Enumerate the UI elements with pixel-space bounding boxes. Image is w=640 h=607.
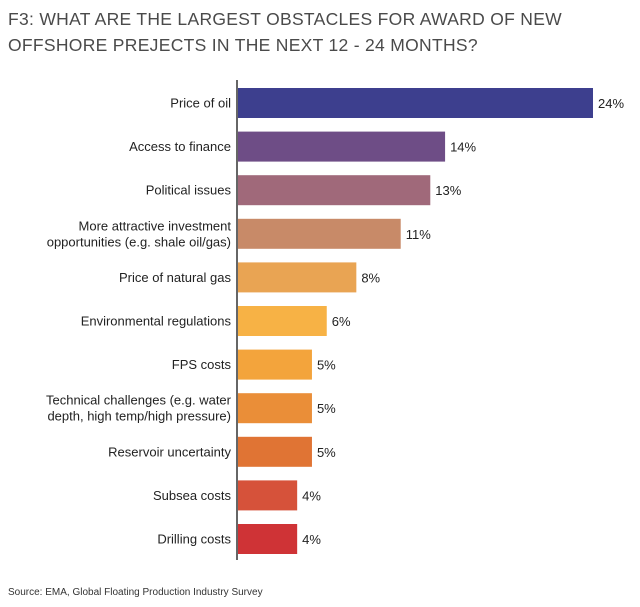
bar-4 — [238, 262, 357, 293]
value-label-9: 4% — [302, 488, 321, 503]
value-label-8: 5% — [317, 445, 336, 460]
value-label-10: 4% — [302, 532, 321, 547]
bar-5 — [238, 306, 327, 336]
category-label-8-line-0: Reservoir uncertainty — [108, 444, 231, 459]
category-label-4-line-0: Price of natural gas — [119, 270, 232, 285]
bar-9 — [238, 480, 298, 511]
category-label-7: Technical challenges (e.g. water depth, h… — [46, 393, 232, 424]
bar-3 — [238, 218, 401, 249]
category-label-9-line-0: Subsea costs — [153, 488, 232, 503]
value-label-5: 6% — [332, 314, 351, 329]
category-label-1-line-0: Access to finance — [129, 139, 231, 154]
category-label-7-line-0: Technical challenges (e.g. water — [46, 393, 232, 408]
category-label-8: Reservoir uncertainty — [108, 444, 231, 459]
category-label-2: Political issues — [146, 183, 232, 198]
source-note: Source: EMA, Global Floating Production … — [8, 587, 263, 598]
value-label-1: 14% — [450, 140, 476, 155]
category-label-6: FPS costs — [172, 357, 232, 372]
category-label-1: Access to finance — [129, 139, 231, 154]
bar-7 — [238, 393, 312, 424]
value-label-0: 24% — [598, 96, 624, 111]
category-label-10: Drilling costs — [157, 532, 231, 547]
category-label-6-line-0: FPS costs — [172, 357, 232, 372]
value-label-2: 13% — [435, 183, 461, 198]
chart-title-line-2: OFFSHORE PREJECTS IN THE NEXT 12 - 24 MO… — [8, 35, 478, 55]
category-label-3-line-0: More attractive investment — [79, 218, 232, 233]
bar-0 — [238, 88, 593, 118]
category-label-9: Subsea costs — [153, 488, 232, 503]
category-label-7-line-1: depth, high temp/high pressure) — [47, 409, 231, 424]
category-label-4: Price of natural gas — [119, 270, 232, 285]
chart-title: F3: WHAT ARE THE LARGEST OBSTACLES FOR A… — [8, 6, 628, 58]
category-label-0-line-0: Price of oil — [170, 96, 231, 111]
category-label-3-line-1: opportunities (e.g. shale oil/gas) — [47, 234, 231, 249]
bar-1 — [238, 131, 446, 162]
category-label-5: Environmental regulations — [81, 314, 232, 329]
chart-title-line-1: F3: WHAT ARE THE LARGEST OBSTACLES FOR A… — [8, 9, 562, 29]
bar-10 — [238, 524, 298, 554]
category-label-5-line-0: Environmental regulations — [81, 314, 232, 329]
bar-2 — [238, 175, 431, 206]
value-label-3: 11% — [406, 227, 431, 242]
category-label-10-line-0: Drilling costs — [157, 532, 231, 547]
value-label-4: 8% — [361, 270, 380, 285]
category-label-0: Price of oil — [170, 96, 231, 111]
category-label-2-line-0: Political issues — [146, 183, 232, 198]
value-label-6: 5% — [317, 358, 336, 373]
category-label-3: More attractive investment opportunities … — [47, 218, 232, 249]
bar-8 — [238, 436, 312, 467]
value-label-7: 5% — [317, 401, 336, 416]
bar-6 — [238, 349, 312, 380]
